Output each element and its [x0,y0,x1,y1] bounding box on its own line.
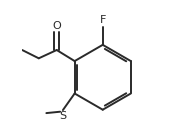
Text: S: S [59,111,66,121]
Text: O: O [52,21,61,31]
Text: F: F [100,15,106,25]
